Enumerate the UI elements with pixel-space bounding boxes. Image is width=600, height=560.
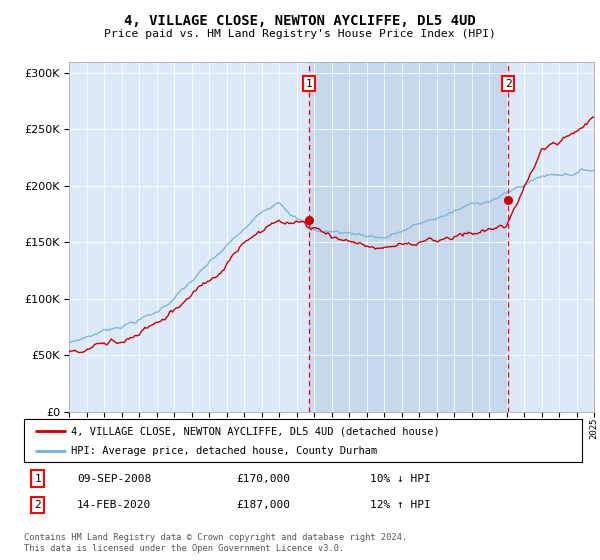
Text: 4, VILLAGE CLOSE, NEWTON AYCLIFFE, DL5 4UD (detached house): 4, VILLAGE CLOSE, NEWTON AYCLIFFE, DL5 4… bbox=[71, 426, 440, 436]
Text: 10% ↓ HPI: 10% ↓ HPI bbox=[370, 474, 431, 484]
Text: 12% ↑ HPI: 12% ↑ HPI bbox=[370, 500, 431, 510]
Text: Contains HM Land Registry data © Crown copyright and database right 2024.
This d: Contains HM Land Registry data © Crown c… bbox=[24, 533, 407, 553]
Text: 09-SEP-2008: 09-SEP-2008 bbox=[77, 474, 151, 484]
Text: £170,000: £170,000 bbox=[236, 474, 290, 484]
Text: HPI: Average price, detached house, County Durham: HPI: Average price, detached house, Coun… bbox=[71, 446, 377, 456]
Text: 4, VILLAGE CLOSE, NEWTON AYCLIFFE, DL5 4UD: 4, VILLAGE CLOSE, NEWTON AYCLIFFE, DL5 4… bbox=[124, 14, 476, 28]
Text: 1: 1 bbox=[35, 474, 41, 484]
Text: 2: 2 bbox=[35, 500, 41, 510]
Text: £187,000: £187,000 bbox=[236, 500, 290, 510]
Bar bbox=[309, 62, 508, 412]
Text: 1: 1 bbox=[305, 78, 312, 88]
Text: 2: 2 bbox=[505, 78, 512, 88]
Text: Price paid vs. HM Land Registry's House Price Index (HPI): Price paid vs. HM Land Registry's House … bbox=[104, 29, 496, 39]
Text: 14-FEB-2020: 14-FEB-2020 bbox=[77, 500, 151, 510]
